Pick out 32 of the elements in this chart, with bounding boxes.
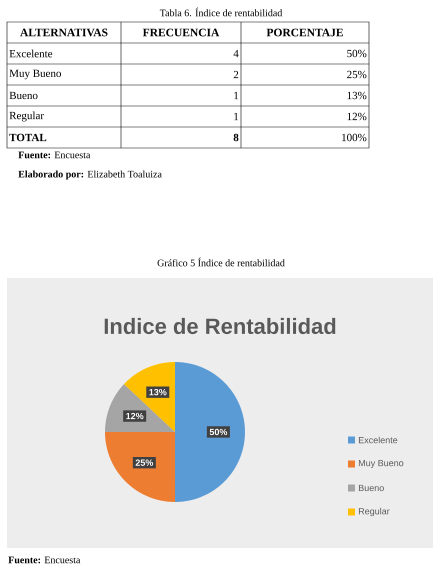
data-label: 25% [136,459,154,466]
text: Elaborado por: Elizabeth Toaluiza [18,170,162,180]
text: 4 [234,50,239,58]
text: Bueno [10,92,38,100]
text: Regular [10,112,44,122]
text: TOTAL [9,134,46,142]
text: PORCENTAJE [266,28,343,36]
text: Fuente: Encuesta [8,556,80,564]
text: 1 [234,92,238,100]
chart-title: Indice de Rentabilidad [104,318,336,334]
text: Gráfico 5 Índice de rentabilidad [158,258,285,266]
data-label: 13% [149,388,167,396]
text: 100% [342,134,366,142]
text: 50% [347,50,366,58]
text: ALTERNATIVAS [20,28,108,36]
legend-label: Excelente [358,436,398,444]
text: Excelente [10,50,52,58]
text: 2 [234,70,238,78]
text: 12% [348,112,366,120]
text: 1 [234,112,238,120]
legend-label: Muy Bueno [358,460,404,468]
text: Tabla 6. Índice de rentabilidad [160,8,282,16]
legend-label: Regular [358,508,390,516]
text: 25% [347,70,366,78]
data-label: 12% [126,412,144,420]
text: FRECUENCIA [142,28,220,36]
text: 8 [234,134,238,142]
data-label: 50% [210,428,228,436]
legend-label: Bueno [358,484,384,492]
text: Muy Bueno [10,70,62,80]
text: 13% [348,92,366,100]
text: Fuente: Encuesta [18,152,90,158]
